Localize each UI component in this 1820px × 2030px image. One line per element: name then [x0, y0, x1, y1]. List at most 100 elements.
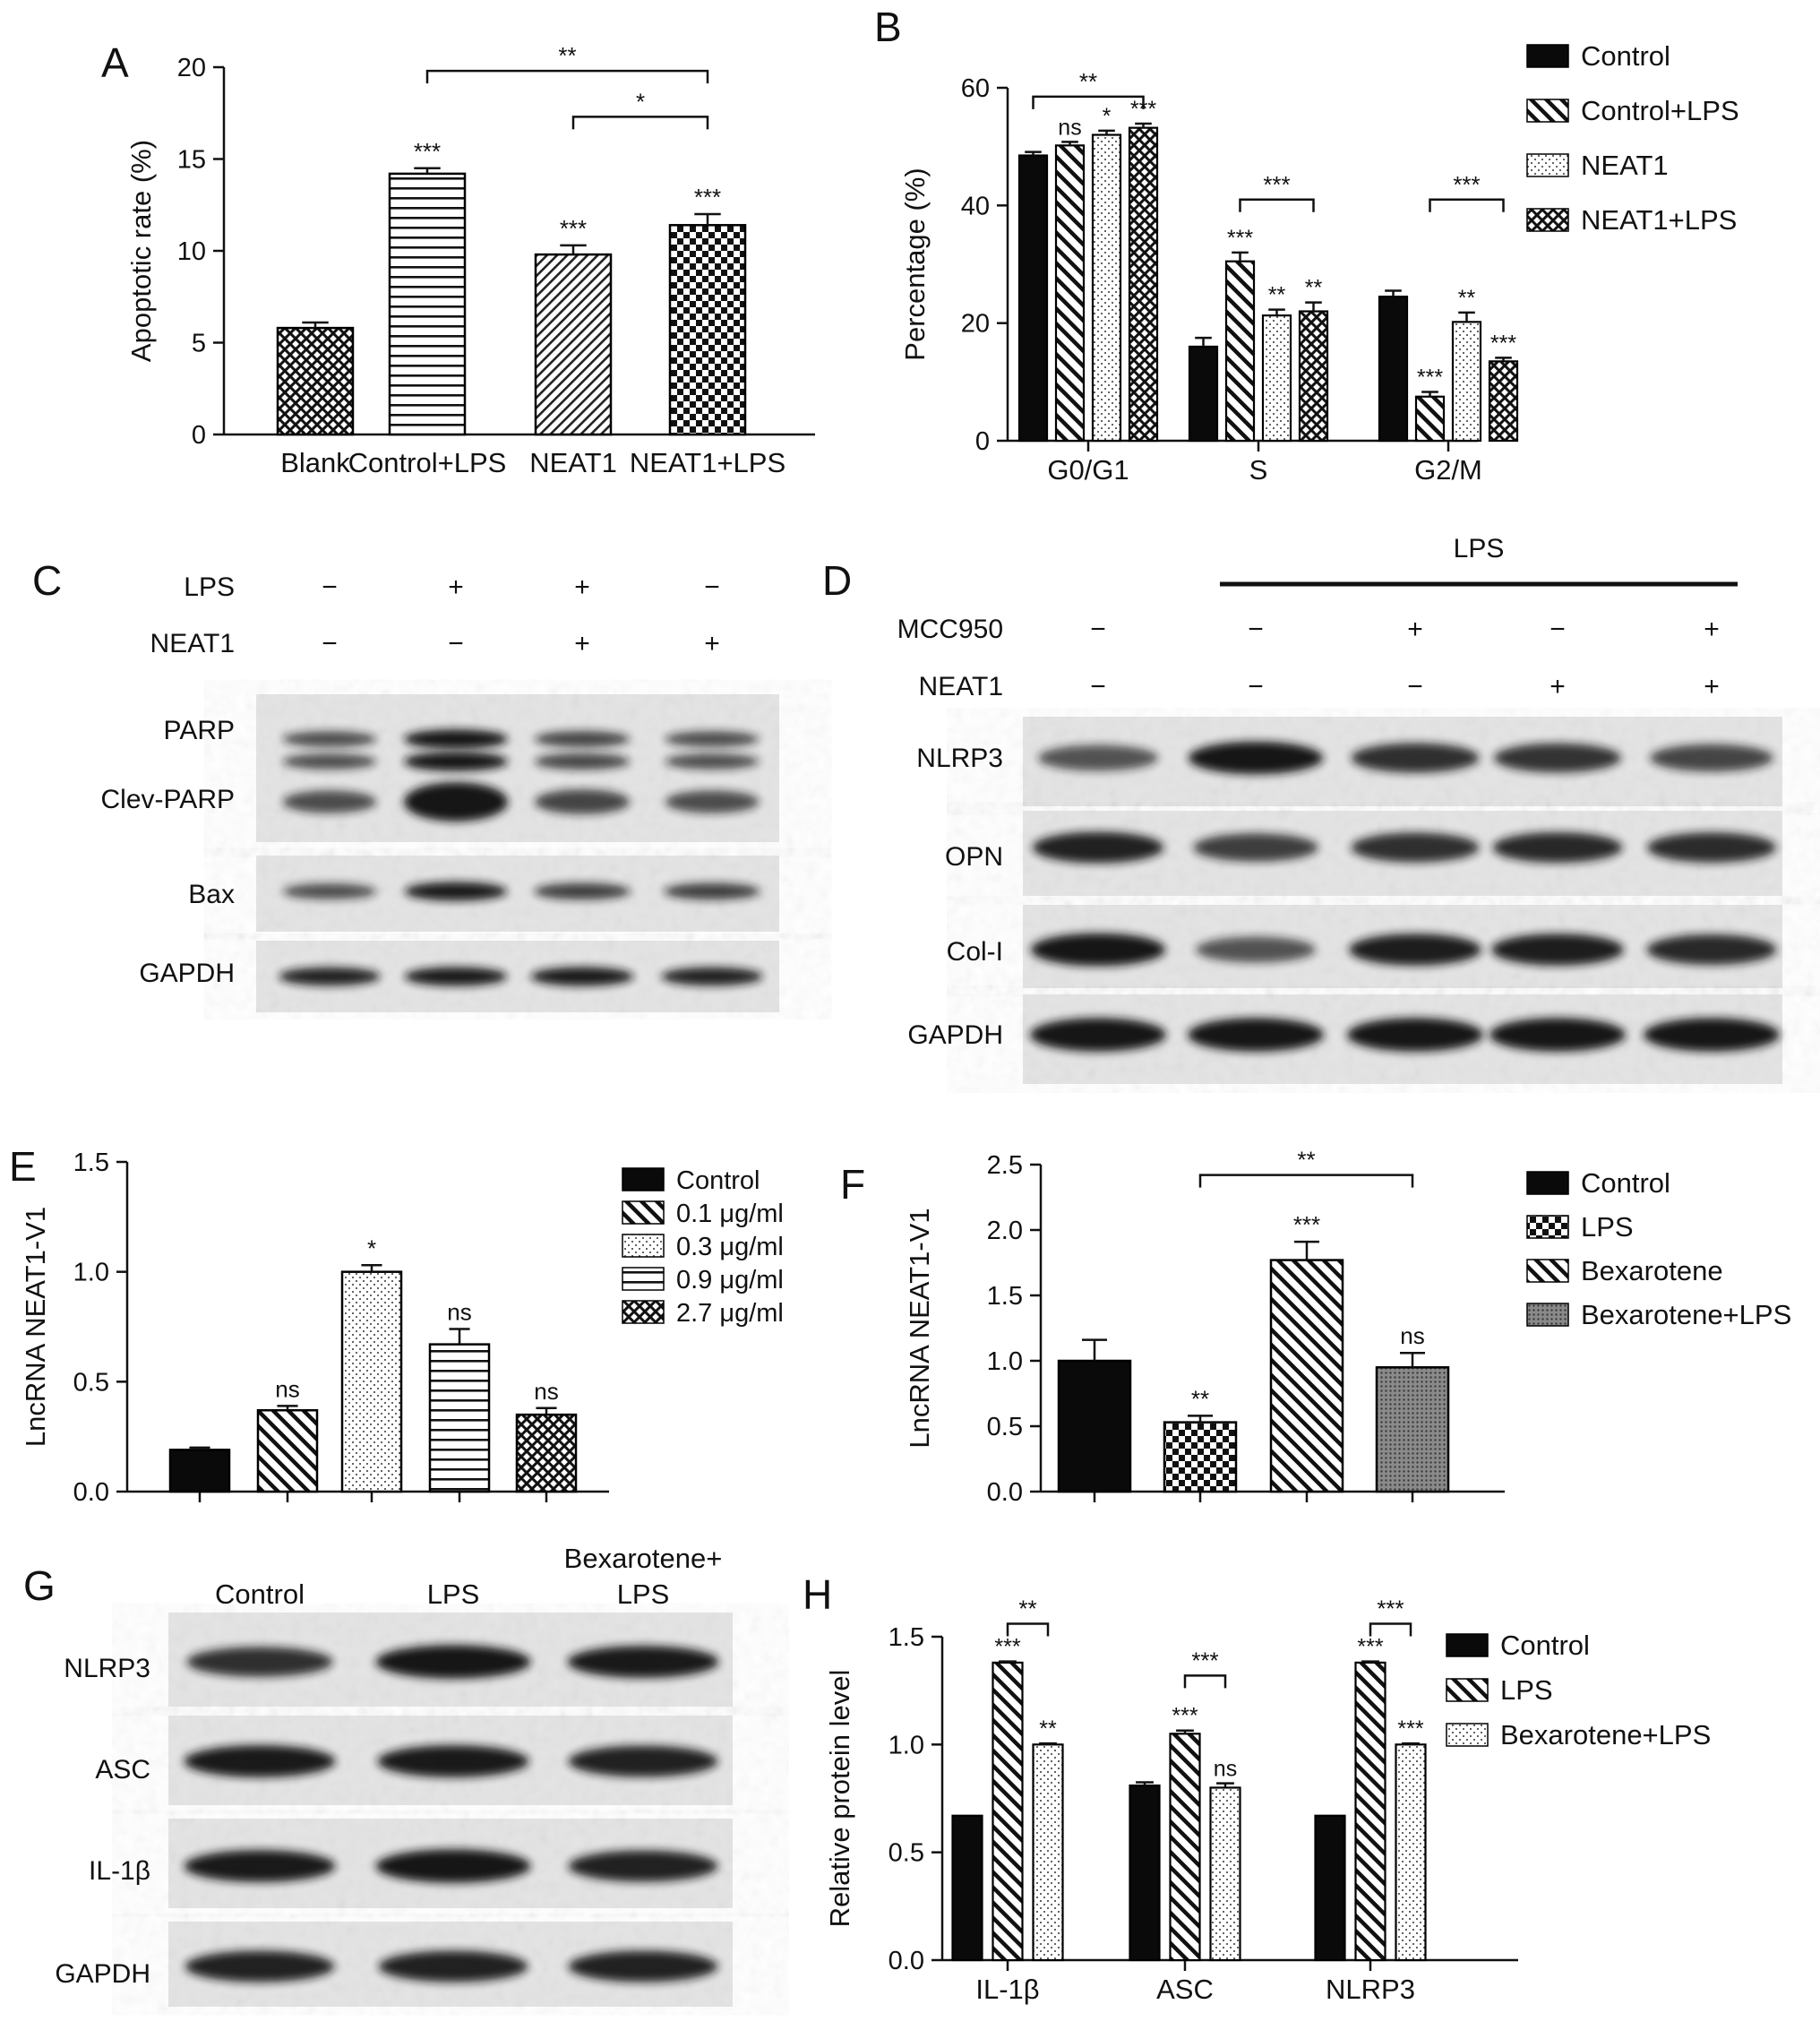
- c-blot-band: [664, 882, 760, 900]
- h-legend-swatch: [1446, 1678, 1489, 1702]
- d-treatment-sign: −: [1248, 615, 1264, 644]
- panel-letter-f: F: [840, 1161, 865, 1208]
- panel-letter-b: B: [874, 4, 902, 50]
- b-bar: [1298, 310, 1329, 443]
- d-blot-band: [1491, 933, 1624, 966]
- g-blot-band: [186, 1647, 333, 1677]
- e-legend-label: 0.9 μg/ml: [676, 1266, 784, 1295]
- b-bar: [1414, 395, 1446, 443]
- c-blot-band: [403, 782, 509, 821]
- f-bar: [1269, 1259, 1344, 1493]
- e-y-tick-label: 0.5: [73, 1368, 109, 1397]
- d-blot-band: [1646, 832, 1777, 863]
- b-bar: [1188, 345, 1219, 443]
- c-treatment-sign: −: [322, 629, 338, 658]
- b-x-tick-label: G0/G1: [1047, 454, 1129, 486]
- h-bar-annotation: ***: [1357, 1635, 1383, 1660]
- f-significance-bracket: [1198, 1174, 1414, 1188]
- b-bar-annotation: ns: [1058, 115, 1081, 140]
- g-blot-band: [184, 1745, 336, 1777]
- d-blot-band: [1346, 1018, 1484, 1052]
- g-blot-label: GAPDH: [55, 1959, 150, 1989]
- c-blot-band: [279, 967, 381, 986]
- f-bar: [1163, 1421, 1238, 1493]
- d-treatment-sign: −: [1550, 615, 1566, 644]
- e-legend-swatch: [622, 1200, 665, 1225]
- panel-h-chart: 0.0 0.5 1.0 1.5 Relative protein level IL-1β A…: [824, 1596, 1711, 2005]
- h-bar: [1314, 1814, 1346, 1962]
- a-bracket-label: *: [636, 88, 645, 115]
- d-blot-band: [1351, 832, 1480, 863]
- d-blot-band: [1037, 744, 1159, 771]
- h-x-tick-label: NLRP3: [1326, 1974, 1415, 2005]
- e-bar: [428, 1343, 491, 1493]
- panel-e-chart: 0.0 0.5 1.0 1.5 LncRNA NEAT1-V1 ns * ns ns Contro…: [20, 1148, 784, 1507]
- h-legend-label: Control: [1500, 1630, 1590, 1661]
- a-y-tick-label: 20: [177, 54, 206, 82]
- c-blot-band: [403, 752, 509, 771]
- c-blot-band: [282, 790, 377, 813]
- panel-d-western-blot: LPS MCC950 − − + − + NEAT1 − − − + + NLRP3 OPN Col-I GAP…: [897, 534, 1782, 1084]
- d-blot-band: [1493, 743, 1622, 773]
- a-bar-annotation: ***: [414, 138, 441, 165]
- d-blot-label: NLRP3: [916, 744, 1003, 773]
- e-legend-label: Control: [676, 1166, 760, 1195]
- d-blot-band: [1195, 936, 1317, 963]
- b-y-axis-label: Percentage (%): [899, 168, 931, 360]
- h-y-tick-label: 0.5: [889, 1839, 924, 1868]
- d-blot-band: [1650, 744, 1773, 772]
- b-x-tick-label: G2/M: [1414, 454, 1482, 486]
- g-blot-band: [568, 1745, 718, 1777]
- d-blot-band: [1193, 833, 1318, 862]
- b-bar-annotation: **: [1268, 283, 1286, 308]
- d-treatment-sign: −: [1248, 672, 1264, 701]
- c-treatment-sign: +: [574, 629, 590, 658]
- g-blot-band: [567, 1646, 719, 1678]
- h-y-tick-label: 1.0: [889, 1731, 924, 1759]
- g-column-label: LPS: [617, 1578, 670, 1610]
- d-treatment-sign: +: [1550, 672, 1566, 701]
- h-bar-annotation: ***: [1397, 1716, 1423, 1742]
- a-significance-bracket: [571, 116, 709, 130]
- b-legend-swatch: [1526, 208, 1569, 232]
- a-y-tick-label: 10: [177, 237, 206, 266]
- b-legend-label: Control: [1581, 40, 1670, 72]
- c-blot-band: [534, 882, 631, 900]
- h-bar: [1354, 1661, 1386, 1962]
- h-bar: [1395, 1743, 1427, 1962]
- h-bar: [1032, 1743, 1064, 1962]
- f-legend-swatch: [1526, 1215, 1569, 1239]
- d-blot-band: [1029, 1018, 1167, 1052]
- f-bar: [1057, 1359, 1132, 1493]
- a-y-tick-label: 0: [192, 421, 206, 450]
- a-x-tick-label: Control+LPS: [348, 447, 507, 478]
- d-blot-band: [1492, 832, 1623, 863]
- a-bar-annotation: ***: [560, 215, 587, 242]
- panel-letter-h: H: [803, 1571, 832, 1618]
- b-bar-annotation: ***: [1490, 331, 1516, 356]
- b-bar-annotation: **: [1305, 276, 1323, 301]
- e-bar-annotation: *: [367, 1234, 376, 1261]
- b-bracket-label: ***: [1453, 171, 1480, 198]
- b-bracket-label: ***: [1263, 171, 1290, 198]
- h-legend-label: Bexarotene+LPS: [1500, 1719, 1711, 1750]
- d-treatment-sign: +: [1704, 672, 1720, 701]
- d-treatment-sign: −: [1090, 672, 1106, 701]
- panel-letter-c: C: [32, 557, 62, 604]
- h-significance-bracket: [1369, 1622, 1412, 1637]
- d-blot-band: [1643, 1018, 1781, 1052]
- d-blot-band: [1030, 933, 1166, 967]
- c-blot-band: [282, 883, 377, 899]
- h-x-tick-label: ASC: [1156, 1974, 1214, 2005]
- b-legend-swatch: [1526, 153, 1569, 177]
- h-legend-swatch: [1446, 1723, 1489, 1747]
- h-bar: [1209, 1786, 1241, 1962]
- c-blot-label: PARP: [164, 716, 235, 745]
- h-x-tick-label: IL-1β: [975, 1974, 1039, 2005]
- c-blot-band: [404, 967, 508, 986]
- c-treatment-sign: +: [448, 572, 464, 602]
- c-row-label: LPS: [184, 572, 235, 602]
- b-legend-swatch: [1526, 44, 1569, 68]
- d-blot-label: GAPDH: [907, 1020, 1003, 1050]
- e-legend-swatch: [622, 1234, 665, 1258]
